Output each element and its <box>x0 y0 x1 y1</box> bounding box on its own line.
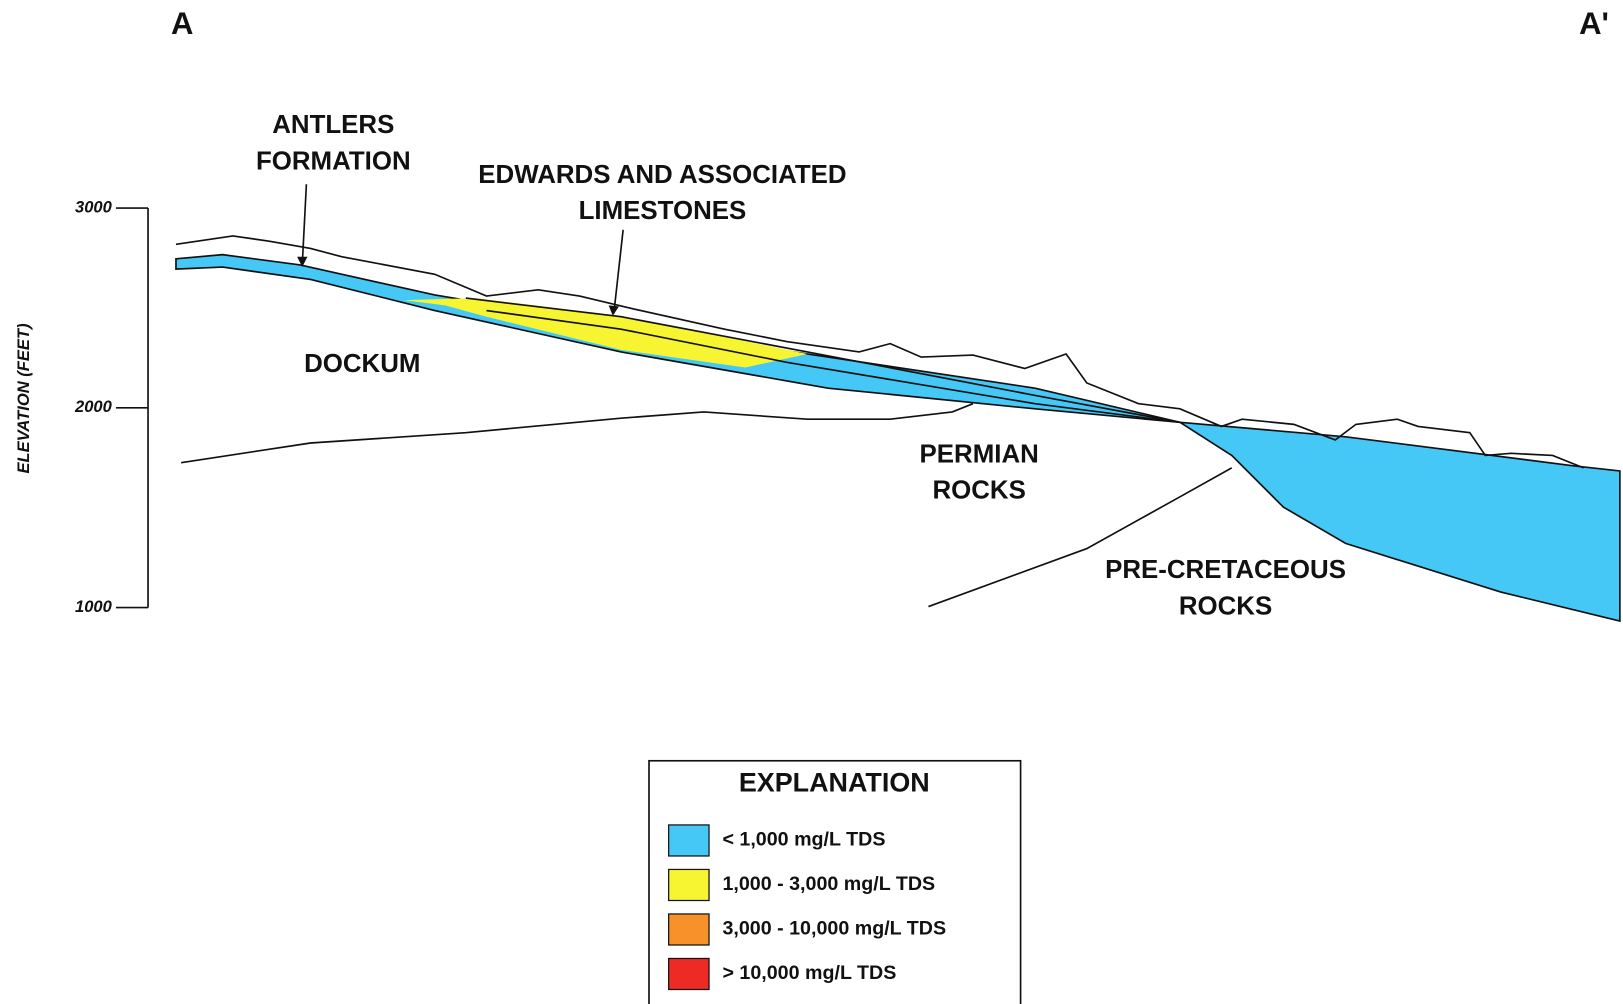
formation-label: FORMATION <box>256 147 411 175</box>
legend-swatch <box>668 868 710 902</box>
arrowhead <box>608 305 619 316</box>
formation-label: DOCKUM <box>304 350 420 378</box>
permian-base <box>928 467 1233 608</box>
formation-label: ROCKS <box>932 476 1025 504</box>
pointer <box>612 229 624 314</box>
formation-label: PERMIAN <box>920 440 1039 468</box>
dockum-base <box>181 402 974 464</box>
axis-label: ELEVATION (FEET) <box>14 323 33 474</box>
edwards-top <box>465 297 1181 424</box>
fresh-region <box>1179 421 1621 623</box>
legend-swatch <box>668 957 710 991</box>
legend-label: 1,000 - 3,000 mg/L TDS <box>722 873 935 895</box>
land-surface <box>175 235 1584 469</box>
legend-swatch <box>668 913 710 946</box>
arrowhead <box>297 256 308 268</box>
formation-label: LIMESTONES <box>579 197 747 225</box>
legend-swatch <box>668 824 710 857</box>
section-end: A' <box>1579 6 1609 41</box>
tick-label: 2000 <box>74 397 113 416</box>
tick-label: 3000 <box>75 197 113 216</box>
slightly-saline-lens <box>403 298 808 368</box>
formation-label: ANTLERS <box>272 111 394 139</box>
legend-label: > 10,000 mg/L TDS <box>722 962 896 984</box>
section-start: A <box>171 6 193 41</box>
formation-label: ROCKS <box>1179 592 1272 620</box>
legend-box <box>648 759 1022 1004</box>
legend-label: 3,000 - 10,000 mg/L TDS <box>722 918 946 940</box>
legend-label: < 1,000 mg/L TDS <box>722 829 885 851</box>
pointer <box>301 184 308 266</box>
edwards-base <box>486 309 1181 424</box>
tick-label: 1000 <box>75 597 113 616</box>
legend-title: EXPLANATION <box>739 768 930 798</box>
formation-label: PRE-CRETACEOUS <box>1105 556 1346 584</box>
formation-label: EDWARDS AND ASSOCIATED <box>478 161 846 189</box>
